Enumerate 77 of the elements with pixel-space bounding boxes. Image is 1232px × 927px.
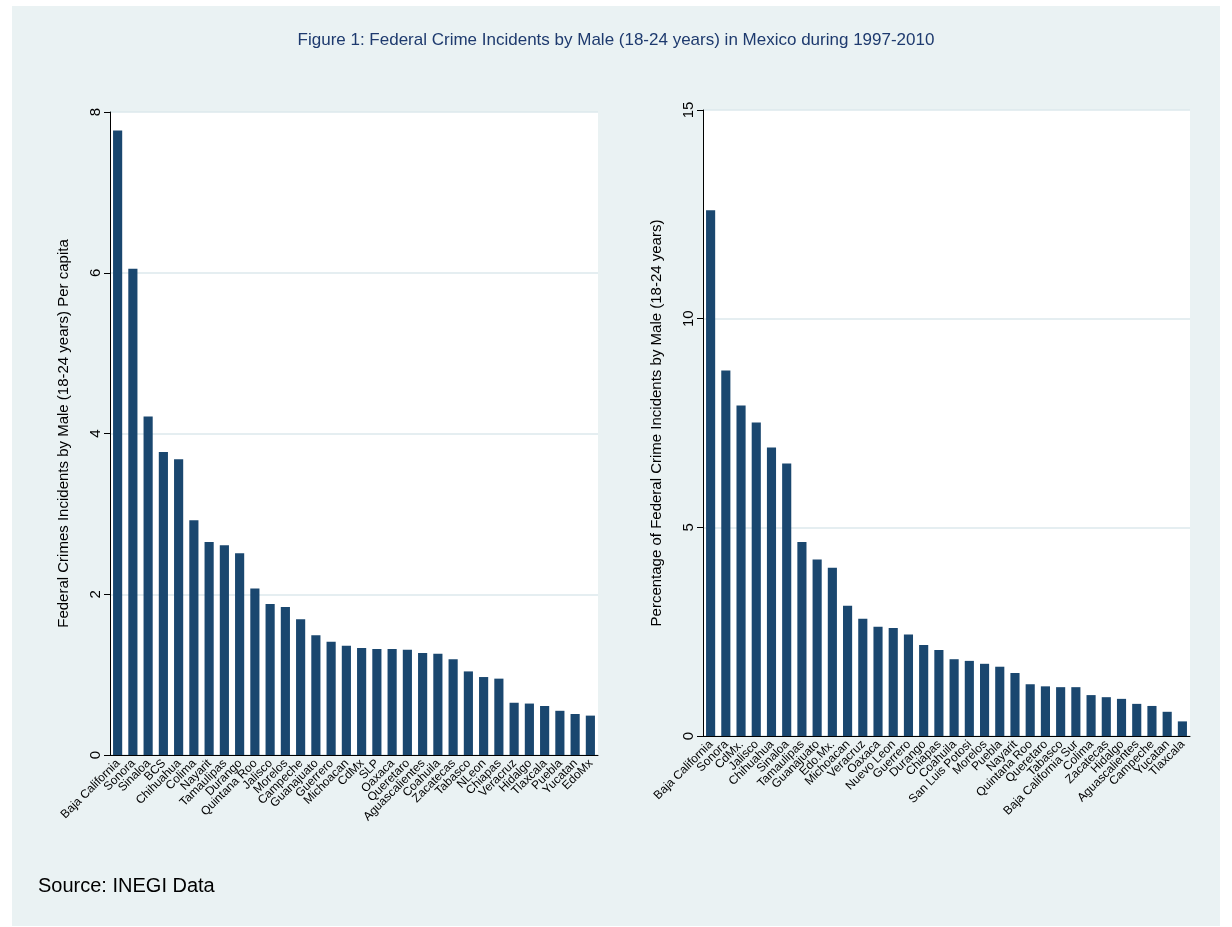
bar xyxy=(570,714,580,755)
source-note: Source: INEGI Data xyxy=(38,874,215,897)
bar xyxy=(1056,687,1066,736)
bar xyxy=(433,653,443,755)
bar xyxy=(1132,703,1142,736)
bar xyxy=(479,677,489,755)
bar xyxy=(143,416,153,755)
bar xyxy=(934,650,944,736)
bar xyxy=(919,645,929,736)
bar xyxy=(1101,697,1111,736)
bar xyxy=(463,671,473,755)
bar xyxy=(250,588,260,755)
bar xyxy=(341,645,351,755)
y-tick-label: 6 xyxy=(86,268,103,277)
y-tick-label: 10 xyxy=(679,310,696,328)
bar xyxy=(372,648,382,755)
bar xyxy=(509,702,519,755)
bar xyxy=(736,405,746,736)
y-tick-label: 2 xyxy=(86,590,103,599)
bar xyxy=(1071,687,1081,736)
bar xyxy=(903,634,914,736)
y-tick-label: 0 xyxy=(679,731,696,741)
bar xyxy=(219,545,229,755)
bar xyxy=(812,559,822,736)
bar xyxy=(326,641,336,755)
bar xyxy=(387,648,397,755)
bar xyxy=(873,626,883,736)
bar xyxy=(1162,711,1172,736)
bar xyxy=(448,659,458,755)
bar xyxy=(265,603,275,755)
bar xyxy=(113,130,123,755)
bar xyxy=(1040,686,1050,736)
bar xyxy=(888,627,898,736)
bar xyxy=(1010,672,1020,736)
bar xyxy=(402,649,412,755)
chart-title: Figure 1: Federal Crime Incidents by Male (18-24 years) in Mexico during 1997-2010 xyxy=(296,30,936,50)
bar xyxy=(782,463,792,736)
bar xyxy=(797,541,807,736)
bar xyxy=(494,678,504,755)
bar xyxy=(949,659,959,736)
bar xyxy=(296,619,306,755)
y-tick-label: 5 xyxy=(679,523,696,532)
bar xyxy=(280,607,290,755)
bar xyxy=(995,666,1005,736)
bar xyxy=(964,660,974,736)
bar xyxy=(706,210,716,736)
bar xyxy=(585,715,595,755)
bar xyxy=(418,652,428,755)
bar xyxy=(555,710,565,755)
bar xyxy=(843,605,853,736)
y-tick-label: 0 xyxy=(86,750,103,760)
bar xyxy=(204,542,214,755)
y-axis-title: Federal Crimes Incidents by Male (18-24 years) Per capita xyxy=(54,238,71,628)
bar xyxy=(1025,684,1035,736)
bar xyxy=(1147,705,1157,736)
bar xyxy=(158,451,168,755)
bar xyxy=(979,663,990,736)
bar xyxy=(1116,698,1127,736)
bar xyxy=(524,703,534,755)
bar xyxy=(858,618,868,736)
y-tick-label: 8 xyxy=(86,107,103,117)
bar xyxy=(128,268,138,755)
bar xyxy=(1177,721,1187,736)
bar xyxy=(235,553,245,755)
bar xyxy=(311,635,321,755)
y-tick-label: 4 xyxy=(86,429,103,438)
bar xyxy=(540,705,550,755)
bar xyxy=(357,648,367,755)
y-axis-title: Percentage of Federal Crime Incidents by Male (18-24 years) xyxy=(647,219,664,627)
bar xyxy=(827,567,837,736)
bar xyxy=(751,422,761,736)
bar xyxy=(1086,695,1096,736)
bar xyxy=(189,520,199,755)
bar xyxy=(721,370,731,736)
bar xyxy=(766,447,777,736)
bar xyxy=(174,459,184,755)
y-tick-label: 15 xyxy=(679,101,696,119)
